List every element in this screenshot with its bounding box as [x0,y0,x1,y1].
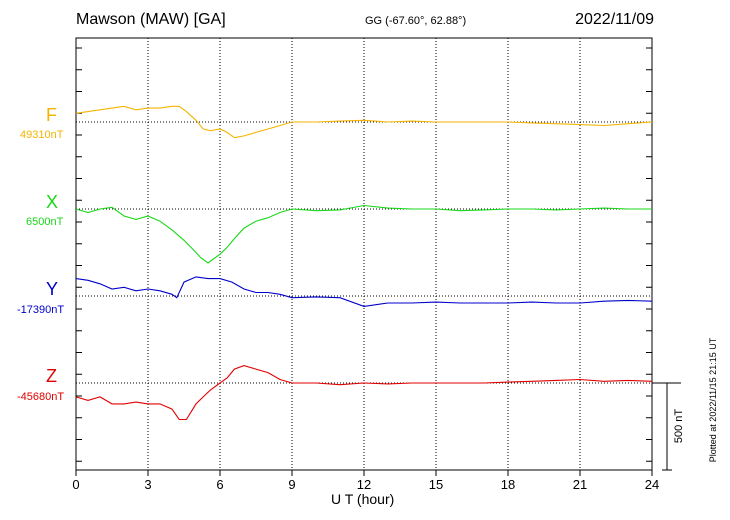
plotted-timestamp: Plotted at 2022/11/15 21:15 UT [708,337,718,463]
series-line-z [75,365,653,421]
x-tick-label: 0 [72,477,79,492]
series-line-y [75,276,653,307]
baseline-y: -17390nT [17,304,65,316]
x-tick-label: 12 [357,477,371,492]
x-tick-label: 6 [216,477,223,492]
component-label-x: X [46,192,59,212]
baseline-z: -45680nT [17,391,65,403]
baseline-f: 49310nT [20,129,64,141]
station-title: Mawson (MAW) [GA] [76,11,226,28]
plot-date: 2022/11/09 [575,11,654,28]
component-label-y: Y [46,279,59,299]
component-label-z: Z [46,366,57,386]
x-axis-title: U T (hour) [331,491,395,507]
series-line-x [75,204,652,264]
series-line-f [75,105,653,139]
x-tick-label: 18 [501,477,515,492]
x-tick-label: 3 [144,477,151,492]
x-tick-label: 24 [645,477,659,492]
geo-coordinates: GG (-67.60°, 62.88°) [365,15,467,27]
x-tick-label: 21 [573,477,587,492]
component-label-f: F [46,105,57,125]
x-tick-label: 15 [429,477,443,492]
x-tick-label: 9 [288,477,295,492]
scale-bar-label: 500 nT [673,408,685,444]
baseline-x: 6500nT [26,216,64,228]
